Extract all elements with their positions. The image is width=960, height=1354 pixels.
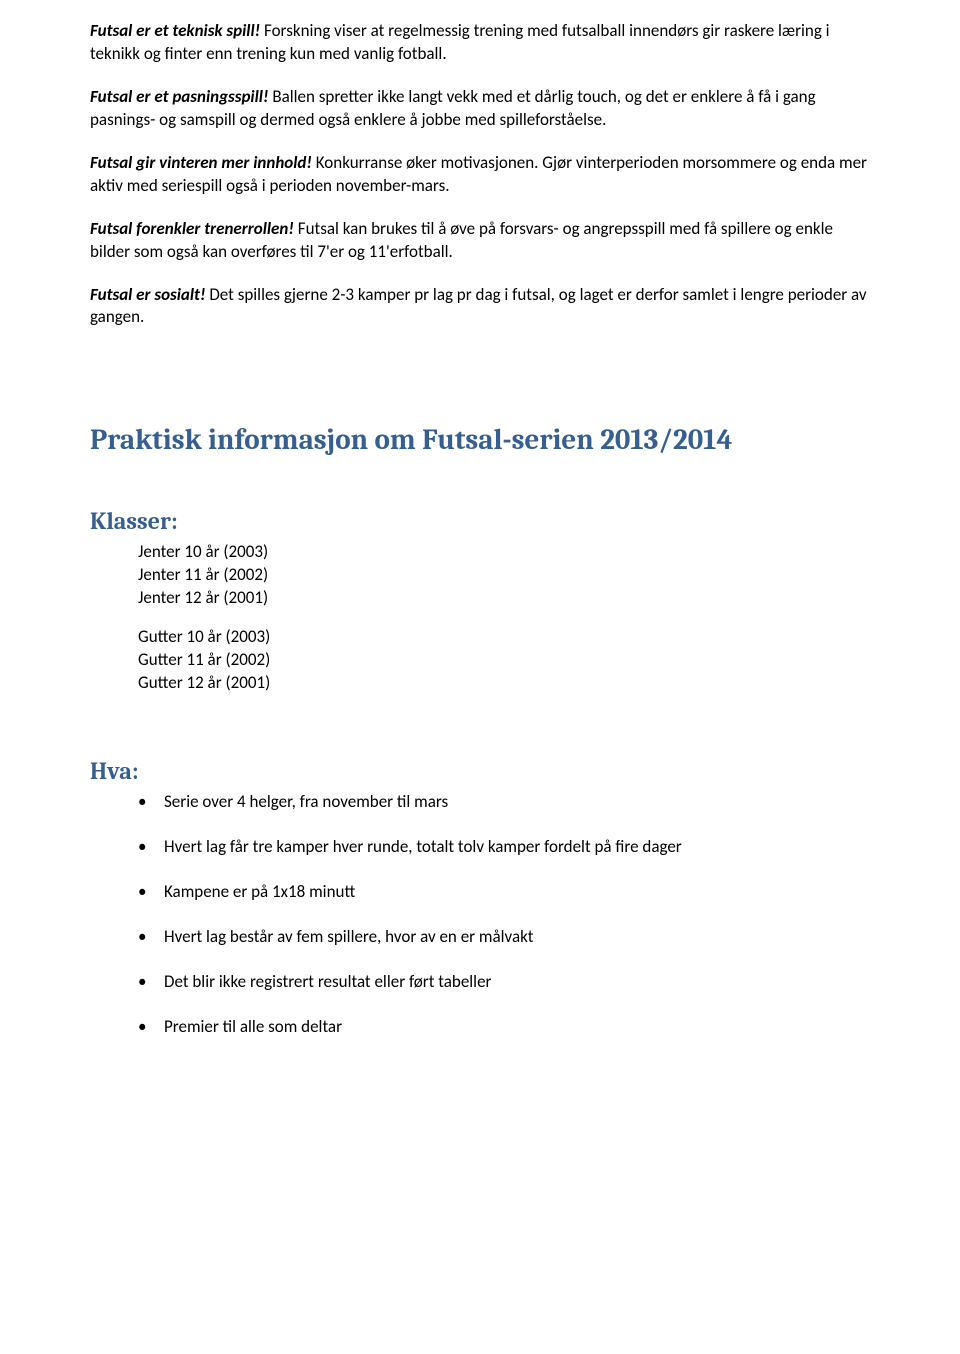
klasser-heading: Klasser: — [90, 507, 870, 535]
hva-item: Kampene er på 1x18 minutt — [138, 881, 870, 904]
paragraph: Futsal er et teknisk spill! Forskning vi… — [90, 20, 870, 66]
paragraph-lead: Futsal gir vinteren mer innhold! — [90, 152, 312, 173]
hva-item: Hvert lag består av fem spillere, hvor a… — [138, 926, 870, 949]
hva-heading: Hva: — [90, 757, 870, 785]
klasser-item: Jenter 12 år (2001) — [138, 587, 870, 610]
klasser-item: Jenter 11 år (2002) — [138, 564, 870, 587]
hva-item: Serie over 4 helger, fra november til ma… — [138, 791, 870, 814]
paragraph: Futsal er sosialt! Det spilles gjerne 2-… — [90, 284, 870, 330]
hva-list: Serie over 4 helger, fra november til ma… — [90, 791, 870, 1039]
hva-section: Hva: Serie over 4 helger, fra november t… — [90, 757, 870, 1039]
paragraph: Futsal forenkler trenerrollen! Futsal ka… — [90, 218, 870, 264]
intro-paragraphs: Futsal er et teknisk spill! Forskning vi… — [90, 20, 870, 329]
klasser-item: Gutter 12 år (2001) — [138, 672, 870, 695]
paragraph-lead: Futsal forenkler trenerrollen! — [90, 218, 294, 239]
klasser-group-jenter: Jenter 10 år (2003) Jenter 11 år (2002) … — [90, 541, 870, 610]
klasser-item: Jenter 10 år (2003) — [138, 541, 870, 564]
paragraph-lead: Futsal er sosialt! — [90, 284, 205, 305]
main-heading: Praktisk informasjon om Futsal-serien 20… — [90, 424, 870, 457]
paragraph: Futsal gir vinteren mer innhold! Konkurr… — [90, 152, 870, 198]
klasser-group-gutter: Gutter 10 år (2003) Gutter 11 år (2002) … — [90, 626, 870, 695]
klasser-section: Klasser: Jenter 10 år (2003) Jenter 11 å… — [90, 507, 870, 695]
hva-item: Premier til alle som deltar — [138, 1016, 870, 1039]
klasser-item: Gutter 11 år (2002) — [138, 649, 870, 672]
paragraph: Futsal er et pasningsspill! Ballen spret… — [90, 86, 870, 132]
klasser-item: Gutter 10 år (2003) — [138, 626, 870, 649]
paragraph-lead: Futsal er et pasningsspill! — [90, 86, 269, 107]
paragraph-lead: Futsal er et teknisk spill! — [90, 20, 260, 41]
hva-item: Hvert lag får tre kamper hver runde, tot… — [138, 836, 870, 859]
paragraph-body: Det spilles gjerne 2-3 kamper pr lag pr … — [90, 284, 867, 328]
hva-item: Det blir ikke registrert resultat eller … — [138, 971, 870, 994]
